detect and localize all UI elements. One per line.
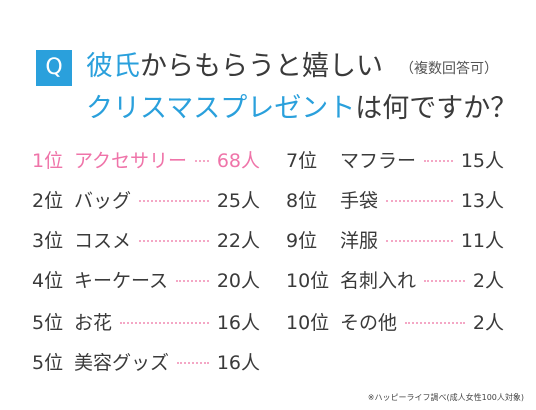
- title-rest-line1: からもらうと嬉しい: [140, 51, 383, 82]
- question-badge: Q: [36, 50, 72, 86]
- dotted-leader: [176, 280, 209, 282]
- item-count: 25人: [216, 189, 260, 212]
- dotted-leader: [424, 160, 453, 162]
- rank-label: 3位: [32, 229, 64, 252]
- item-name: マフラー: [340, 149, 417, 172]
- ranking-row: 9位 洋服 11人: [286, 224, 504, 254]
- item-name: お花: [74, 311, 113, 334]
- item-name: 名刺入れ: [340, 269, 417, 292]
- ranking-row: 5位 美容グッズ 16人: [32, 346, 260, 376]
- item-name: コスメ: [74, 229, 132, 252]
- item-count: 2人: [472, 311, 504, 334]
- item-count: 20人: [216, 269, 260, 292]
- item-name: その他: [340, 311, 398, 334]
- item-name: アクセサリー: [74, 149, 188, 172]
- dotted-leader: [120, 322, 209, 324]
- rank-label: 4位: [32, 269, 64, 292]
- item-count: 16人: [216, 351, 260, 374]
- ranking-row: 8位 手袋 13人: [286, 184, 504, 214]
- ranking-row: 4位 キーケース 20人: [32, 264, 260, 294]
- dotted-leader: [139, 240, 209, 242]
- source-footnote: ※ハッピーライフ調べ(成人女性100人対象): [367, 393, 524, 402]
- dotted-leader: [405, 322, 465, 324]
- item-count: 2人: [472, 269, 504, 292]
- dotted-leader: [386, 200, 453, 202]
- ranking-row: 2位 バッグ 25人: [32, 184, 260, 214]
- rank-label: 2位: [32, 189, 64, 212]
- item-name: 美容グッズ: [74, 351, 170, 374]
- item-count: 13人: [460, 189, 504, 212]
- multiple-answer-note: （複数回答可）: [400, 61, 498, 77]
- rank-label: 5位: [32, 351, 64, 374]
- dotted-leader: [177, 362, 209, 364]
- dotted-leader: [424, 280, 465, 282]
- item-name: 洋服: [340, 229, 379, 252]
- item-name: キーケース: [74, 269, 169, 292]
- rank-label: 9位: [286, 229, 318, 252]
- ranking-row: 10位 名刺入れ 2人: [286, 264, 504, 294]
- rank-label: 7位: [286, 149, 318, 172]
- ranking-row: 5位 お花 16人: [32, 306, 260, 336]
- ranking-row: 10位 その他 2人: [286, 306, 504, 336]
- ranking-row: 1位 アクセサリー 68人: [32, 144, 260, 174]
- page-title-line2: クリスマスプレゼントは何ですか？: [86, 86, 517, 125]
- title-highlight-boyfriend: 彼氏: [86, 51, 140, 82]
- dotted-leader: [195, 160, 209, 162]
- item-count: 15人: [460, 149, 504, 172]
- title-rest-line2: は何ですか？: [355, 93, 518, 124]
- item-count: 16人: [216, 311, 260, 334]
- item-count: 22人: [216, 229, 260, 252]
- rank-label: 5位: [32, 311, 64, 334]
- rank-label: 10位: [286, 269, 330, 292]
- dotted-leader: [139, 200, 209, 202]
- dotted-leader: [386, 240, 453, 242]
- item-count: 68人: [216, 149, 260, 172]
- ranking-row: 3位 コスメ 22人: [32, 224, 260, 254]
- rank-label: 8位: [286, 189, 318, 212]
- page-title-line1: 彼氏からもらうと嬉しい: [86, 44, 383, 83]
- ranking-row: 7位 マフラー 15人: [286, 144, 504, 174]
- item-name: バッグ: [74, 189, 132, 212]
- item-name: 手袋: [340, 189, 379, 212]
- title-highlight-present: クリスマスプレゼント: [86, 93, 356, 124]
- rank-label: 1位: [32, 149, 64, 172]
- rank-label: 10位: [286, 311, 330, 334]
- item-count: 11人: [460, 229, 504, 252]
